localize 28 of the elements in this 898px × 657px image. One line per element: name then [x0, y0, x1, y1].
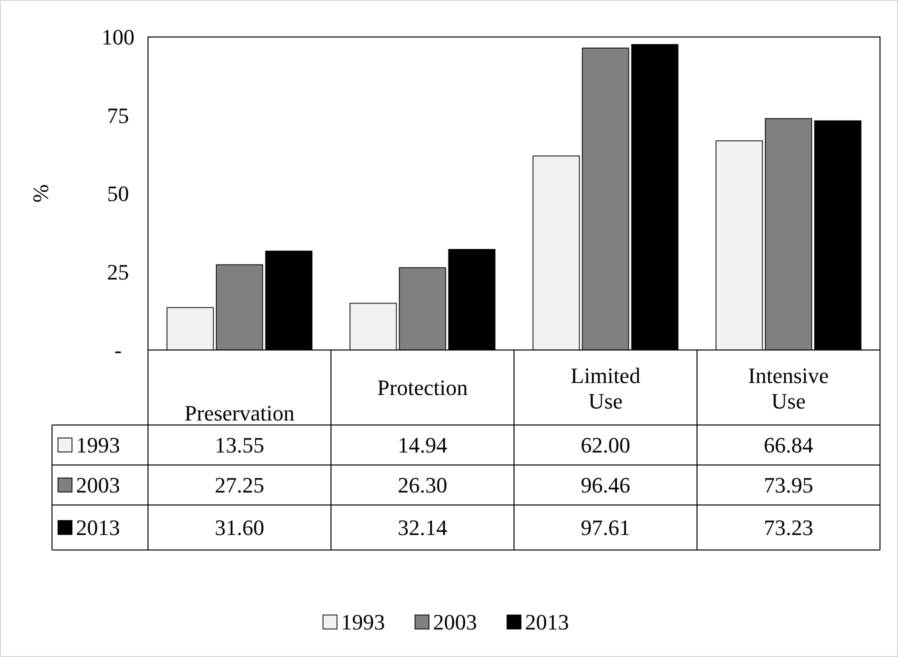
- x-tick-label: Intensive Use: [748, 363, 829, 414]
- y-tick-label: 50: [107, 181, 129, 206]
- data-label: 66.84: [764, 432, 814, 458]
- x-tick-label: Protection: [377, 375, 468, 400]
- data-label: 13.55: [214, 432, 264, 458]
- data-label: 73.23: [764, 515, 814, 540]
- legend-label: 1993: [76, 432, 120, 458]
- y-tick-label: 25: [107, 259, 129, 284]
- data-label: 97.61: [580, 515, 630, 540]
- data-label: 32.14: [398, 515, 448, 540]
- text: 1993: [341, 610, 385, 635]
- y-tick-label: 100: [102, 24, 134, 50]
- text: 2013: [525, 610, 569, 635]
- data-label: 96.46: [580, 472, 630, 498]
- x-tick-label: Limited Use: [570, 363, 640, 414]
- text: 2003: [433, 610, 477, 635]
- data-label: 73.95: [764, 472, 814, 498]
- y-tick-label: -: [114, 338, 122, 363]
- data-label: 62.00: [580, 432, 630, 458]
- data-label: 14.94: [398, 432, 448, 458]
- x-tick-label: Preservation: [184, 400, 294, 426]
- y-axis-title: %: [28, 184, 53, 203]
- data-label: 27.25: [214, 472, 264, 498]
- data-label: 26.30: [398, 472, 448, 498]
- legend-label: 2013: [76, 515, 120, 540]
- legend-label: 2003: [76, 472, 120, 498]
- y-tick-label: 75: [107, 102, 129, 128]
- data-label: 31.60: [214, 515, 264, 540]
